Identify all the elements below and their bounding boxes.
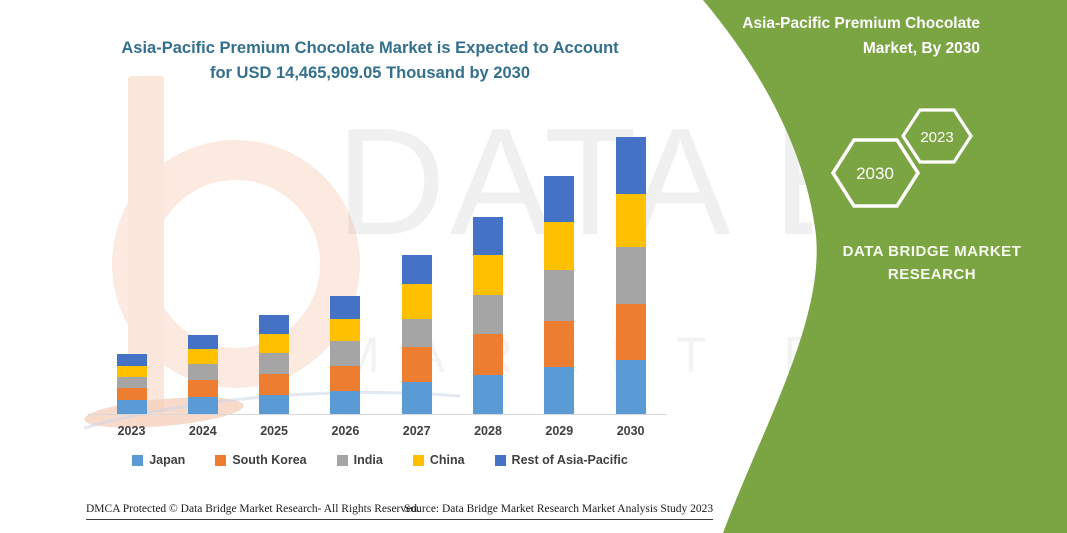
bar-segment-rest-of-asia-pacific-2023 — [116, 353, 147, 367]
bar-segment-rest-of-asia-pacific-2029 — [544, 175, 575, 222]
bar-segment-india-2028 — [473, 295, 503, 334]
legend-swatch-icon — [132, 454, 144, 466]
x-axis-label-2028: 2028 — [474, 424, 502, 438]
x-axis-label-2023: 2023 — [117, 424, 146, 438]
bar-2026 — [330, 296, 361, 414]
bar-segment-india-2026 — [330, 341, 361, 366]
x-axis-label-2025: 2025 — [260, 424, 288, 438]
legend-item-rest-of-asia-pacific: Rest of Asia-Pacific — [494, 453, 628, 467]
legend-swatch-icon — [336, 454, 348, 466]
hexagon-badge-2030: 2030 — [830, 138, 921, 208]
side-panel-heading-line1: Asia-Pacific Premium Chocolate — [742, 15, 980, 32]
legend-item-india: India — [336, 453, 383, 467]
bar-segment-india-2024 — [187, 363, 218, 380]
bar-segment-china-2030 — [615, 193, 646, 247]
side-panel-heading: Asia-Pacific Premium Chocolate Market, B… — [700, 12, 980, 62]
legend-label: China — [429, 453, 465, 467]
bar-segment-south-korea-2023 — [116, 388, 147, 400]
bar-segment-south-korea-2030 — [615, 303, 646, 360]
bar-segment-india-2030 — [615, 246, 646, 304]
legend-swatch-icon — [215, 454, 227, 466]
chart-title-line2: for USD 14,465,909.05 Thousand by 2030 — [209, 63, 531, 82]
chart-title: Asia-Pacific Premium Chocolate Market is… — [58, 36, 682, 86]
x-axis-label-2026: 2026 — [331, 424, 360, 438]
bar-segment-india-2025 — [259, 353, 290, 374]
bar-segment-rest-of-asia-pacific-2024 — [187, 335, 218, 350]
chart-legend: Japan South Korea India China Rest of Asia-P… — [90, 453, 670, 467]
bar-2027 — [401, 255, 432, 414]
bar-segment-china-2026 — [330, 318, 361, 342]
legend-item-south-korea: South Korea — [215, 453, 307, 467]
hexagon-2030-label: 2030 — [856, 164, 894, 183]
bar-segment-south-korea-2025 — [259, 373, 290, 395]
bar-segment-rest-of-asia-pacific-2030 — [615, 137, 646, 194]
legend-swatch-icon — [412, 454, 424, 466]
bar-segment-rest-of-asia-pacific-2028 — [473, 216, 503, 255]
bar-segment-india-2029 — [544, 269, 575, 321]
side-panel-heading-line2: Market, By 2030 — [862, 39, 980, 57]
legend-item-japan: Japan — [132, 453, 185, 467]
brand-name-line1: DATA BRIDGE MARKET — [842, 243, 1022, 260]
bar-2023 — [116, 353, 147, 414]
bar-segment-japan-2028 — [473, 374, 503, 414]
legend-label: India — [353, 453, 383, 467]
bar-2024 — [187, 335, 218, 414]
source-note: Source: Data Bridge Market Research Mark… — [404, 503, 714, 520]
bar-2030 — [615, 137, 646, 414]
bar-2028 — [473, 216, 503, 414]
x-axis-label-2027: 2027 — [402, 424, 431, 438]
bar-segment-japan-2024 — [187, 397, 218, 414]
legend-label: Japan — [149, 453, 186, 467]
brand-name: DATA BRIDGE MARKET RESEARCH — [806, 241, 1058, 286]
bar-segment-china-2027 — [401, 283, 432, 319]
bar-segment-japan-2029 — [544, 367, 575, 414]
bar-segment-south-korea-2026 — [330, 365, 361, 392]
bar-segment-china-2023 — [116, 366, 147, 378]
dmca-notice: DMCA Protected © Data Bridge Market Rese… — [86, 503, 420, 520]
bar-segment-japan-2023 — [116, 399, 147, 414]
bar-segment-china-2025 — [259, 333, 290, 354]
bar-segment-india-2023 — [116, 377, 147, 389]
bar-segment-south-korea-2028 — [473, 333, 503, 375]
bar-segment-rest-of-asia-pacific-2026 — [330, 296, 361, 319]
hexagon-badge-2023: 2023 — [901, 108, 973, 164]
legend-label: South Korea — [232, 453, 307, 467]
bar-2029 — [544, 175, 575, 414]
x-axis-label-2030: 2030 — [616, 424, 645, 438]
bar-segment-japan-2027 — [401, 382, 432, 414]
bar-segment-china-2024 — [187, 349, 218, 364]
bar-segment-rest-of-asia-pacific-2025 — [259, 315, 290, 334]
bar-segment-south-korea-2027 — [401, 347, 432, 383]
legend-item-china: China — [412, 453, 465, 467]
chart-title-line1: Asia-Pacific Premium Chocolate Market is… — [121, 39, 619, 57]
bar-segment-japan-2025 — [259, 394, 290, 414]
legend-label: Rest of Asia-Pacific — [511, 453, 628, 467]
bar-segment-japan-2026 — [330, 391, 361, 414]
bar-2025 — [259, 315, 290, 414]
x-axis-label-2029: 2029 — [545, 424, 574, 438]
brand-name-line2: RESEARCH — [887, 265, 977, 283]
bar-segment-india-2027 — [401, 318, 432, 348]
bar-segment-rest-of-asia-pacific-2027 — [401, 255, 432, 284]
x-axis-label-2024: 2024 — [188, 424, 217, 438]
bar-segment-china-2028 — [473, 254, 503, 296]
x-axis-line — [88, 414, 667, 415]
bar-segment-south-korea-2029 — [544, 321, 575, 368]
bar-segment-south-korea-2024 — [187, 379, 218, 398]
hexagon-2023-label: 2023 — [920, 129, 953, 146]
bar-segment-japan-2030 — [615, 359, 646, 414]
legend-swatch-icon — [494, 454, 506, 466]
bar-segment-china-2029 — [544, 221, 575, 270]
